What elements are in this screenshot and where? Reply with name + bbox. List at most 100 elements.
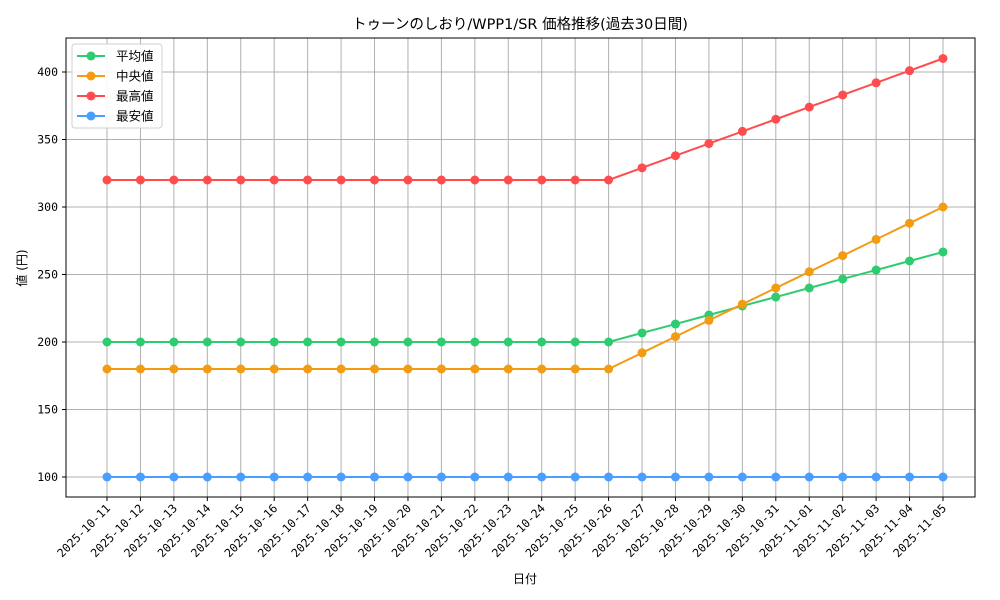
series-line bbox=[102, 202, 948, 374]
data-point bbox=[537, 175, 547, 185]
data-point bbox=[838, 274, 848, 284]
data-point bbox=[670, 319, 680, 329]
data-point bbox=[537, 337, 547, 347]
data-point bbox=[303, 175, 313, 185]
data-point bbox=[403, 175, 413, 185]
data-point bbox=[938, 202, 948, 212]
legend-label: 中央値 bbox=[116, 69, 154, 84]
data-point bbox=[838, 472, 848, 482]
data-point bbox=[102, 364, 112, 374]
data-point bbox=[570, 364, 580, 374]
y-axis-label: 値 (円) bbox=[14, 249, 29, 286]
data-series bbox=[102, 54, 948, 482]
data-point bbox=[236, 472, 246, 482]
grid-lines bbox=[66, 38, 975, 497]
data-point bbox=[804, 102, 814, 112]
series-line bbox=[102, 247, 948, 347]
data-point bbox=[871, 472, 881, 482]
legend-item: 中央値 bbox=[77, 69, 154, 84]
data-point bbox=[403, 337, 413, 347]
data-point bbox=[269, 472, 279, 482]
data-point bbox=[771, 283, 781, 293]
x-axis-label: 日付 bbox=[513, 572, 537, 586]
y-tick-label: 250 bbox=[37, 268, 58, 282]
data-point bbox=[637, 163, 647, 173]
legend-label: 最高値 bbox=[116, 89, 154, 104]
data-point bbox=[202, 364, 212, 374]
data-point bbox=[905, 66, 915, 76]
data-point bbox=[804, 472, 814, 482]
y-axis-ticks: 100 150 200 250 300 350 400 bbox=[37, 65, 66, 484]
data-point bbox=[135, 175, 145, 185]
data-point bbox=[236, 337, 246, 347]
data-point bbox=[135, 337, 145, 347]
data-point bbox=[704, 139, 714, 149]
legend-marker-icon bbox=[86, 91, 96, 101]
data-point bbox=[503, 364, 513, 374]
chart-title: トゥーンのしおり/WPP1/SR 価格推移(過去30日間) bbox=[352, 16, 688, 33]
y-tick-label: 300 bbox=[37, 200, 58, 214]
data-point bbox=[670, 332, 680, 342]
data-point bbox=[804, 283, 814, 293]
data-point bbox=[670, 151, 680, 161]
y-tick-label: 200 bbox=[37, 335, 58, 349]
data-point bbox=[871, 265, 881, 275]
data-point bbox=[236, 364, 246, 374]
data-point bbox=[436, 364, 446, 374]
data-point bbox=[202, 337, 212, 347]
data-point bbox=[704, 472, 714, 482]
data-point bbox=[570, 472, 580, 482]
data-point bbox=[604, 472, 614, 482]
data-point bbox=[436, 175, 446, 185]
data-point bbox=[336, 175, 346, 185]
data-point bbox=[570, 175, 580, 185]
data-point bbox=[102, 337, 112, 347]
data-point bbox=[303, 337, 313, 347]
y-tick-label: 100 bbox=[37, 470, 58, 484]
data-point bbox=[637, 328, 647, 338]
data-point bbox=[871, 234, 881, 244]
legend-marker-icon bbox=[86, 111, 96, 121]
data-point bbox=[838, 251, 848, 261]
data-point bbox=[202, 472, 212, 482]
data-point bbox=[637, 472, 647, 482]
data-point bbox=[236, 175, 246, 185]
data-point bbox=[503, 337, 513, 347]
data-point bbox=[403, 472, 413, 482]
legend-label: 最安値 bbox=[116, 109, 154, 124]
data-point bbox=[169, 337, 179, 347]
series-path bbox=[107, 250, 944, 343]
data-point bbox=[737, 472, 747, 482]
data-point bbox=[637, 348, 647, 358]
data-point bbox=[336, 337, 346, 347]
series-line bbox=[102, 472, 948, 482]
data-point bbox=[905, 256, 915, 266]
legend-box bbox=[71, 43, 163, 129]
data-point bbox=[838, 90, 848, 100]
series-line bbox=[102, 54, 948, 185]
data-point bbox=[470, 364, 480, 374]
data-point bbox=[604, 364, 614, 374]
data-point bbox=[269, 337, 279, 347]
data-point bbox=[403, 364, 413, 374]
data-point bbox=[370, 175, 380, 185]
legend-marker-icon bbox=[86, 71, 96, 81]
data-point bbox=[370, 337, 380, 347]
data-point bbox=[704, 315, 714, 325]
y-tick-label: 150 bbox=[37, 403, 58, 417]
data-point bbox=[470, 175, 480, 185]
legend-label: 平均値 bbox=[116, 49, 154, 64]
data-point bbox=[202, 175, 212, 185]
data-point bbox=[169, 472, 179, 482]
data-point bbox=[503, 175, 513, 185]
data-point bbox=[938, 247, 948, 257]
data-point bbox=[570, 337, 580, 347]
data-point bbox=[938, 472, 948, 482]
data-point bbox=[737, 299, 747, 309]
data-point bbox=[370, 472, 380, 482]
legend-marker-icon bbox=[86, 51, 96, 61]
data-point bbox=[169, 364, 179, 374]
data-point bbox=[470, 337, 480, 347]
